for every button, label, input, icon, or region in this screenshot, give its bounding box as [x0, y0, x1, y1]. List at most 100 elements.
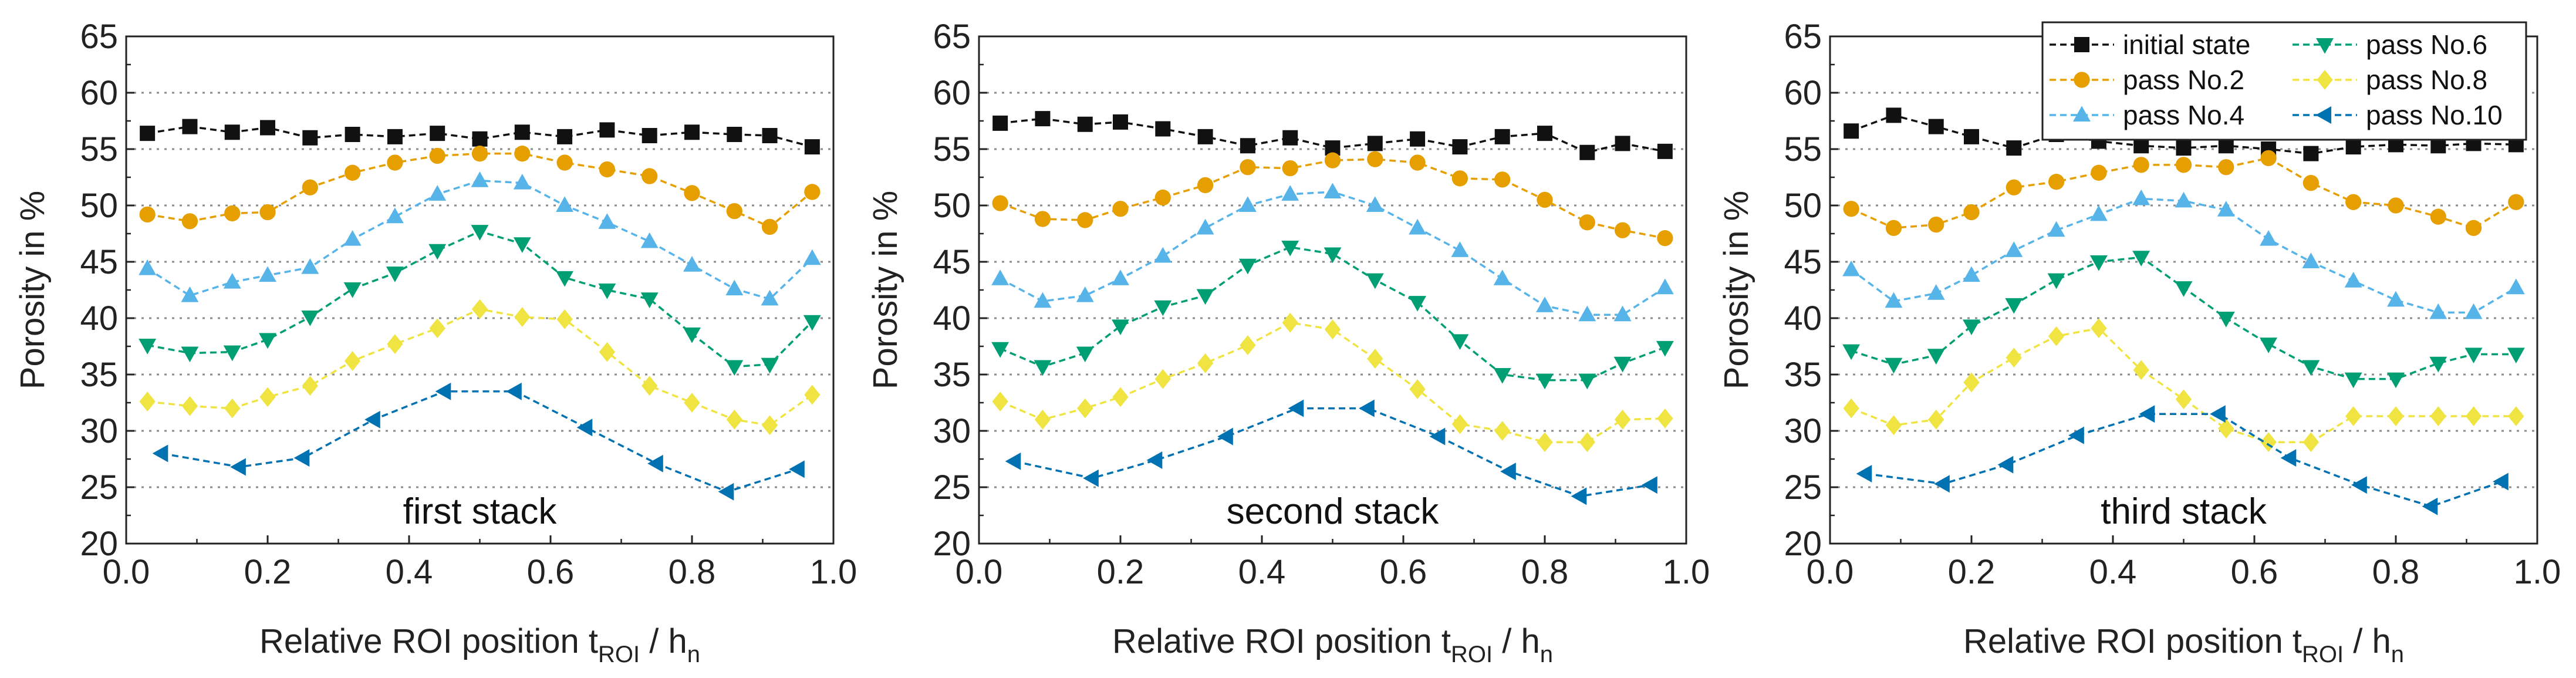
data-point	[1324, 319, 1341, 340]
data-point	[1034, 360, 1052, 376]
data-point	[2345, 406, 2362, 426]
data-point	[1963, 319, 1980, 336]
data-point	[684, 393, 700, 413]
legend-label: pass No.6	[2366, 29, 2487, 60]
data-point	[992, 115, 1008, 131]
data-point	[182, 119, 198, 134]
data-point	[181, 286, 199, 302]
data-point	[2176, 140, 2192, 156]
x-axis-label: Relative ROI position tROI / hn	[259, 622, 700, 667]
data-point	[1324, 247, 1342, 264]
data-point	[2430, 208, 2446, 225]
x-tick-label: 0.0	[1807, 553, 1854, 591]
data-point	[139, 392, 156, 411]
data-point	[471, 225, 489, 241]
data-point	[1842, 344, 1861, 360]
data-point	[506, 382, 522, 400]
legend-marker	[2315, 106, 2332, 124]
data-point	[2175, 281, 2193, 297]
y-tick-label: 30	[80, 412, 118, 450]
data-point	[1077, 212, 1093, 228]
data-point	[1451, 334, 1469, 350]
data-point	[344, 164, 361, 181]
data-point	[224, 124, 240, 140]
data-point	[2006, 140, 2022, 156]
data-point	[1325, 140, 1341, 156]
data-point	[1366, 196, 1384, 212]
data-point	[2133, 138, 2149, 154]
data-point	[435, 382, 451, 400]
y-tick-label: 30	[1784, 412, 1822, 450]
x-axis-label: Relative ROI position tROI / hn	[1963, 622, 2404, 667]
data-point	[1076, 346, 1094, 363]
data-point	[1657, 143, 1673, 159]
data-point	[2260, 338, 2278, 353]
plot-frame	[125, 35, 835, 545]
data-point	[1282, 160, 1298, 177]
data-point	[2280, 449, 2297, 467]
data-point	[1077, 398, 1093, 419]
x-tick-label: 0.8	[1521, 553, 1569, 591]
legend-entry-pass10: pass No.10	[2293, 100, 2503, 130]
data-point	[2175, 191, 2193, 208]
data-point	[2429, 356, 2447, 373]
data-point	[471, 146, 488, 162]
data-point	[1928, 119, 1944, 134]
y-tick-label: 40	[1784, 299, 1822, 338]
data-point	[1571, 487, 1587, 505]
data-point	[556, 154, 573, 171]
legend-entry-pass8: pass No.8	[2293, 65, 2487, 95]
data-point	[259, 333, 276, 349]
data-point	[2006, 179, 2022, 195]
data-point	[1112, 201, 1129, 217]
data-point	[2218, 419, 2234, 439]
data-point	[1154, 369, 1171, 389]
legend-marker	[2317, 70, 2333, 90]
data-point	[1578, 373, 1596, 390]
data-point	[2344, 272, 2362, 288]
data-point	[726, 203, 742, 220]
data-point	[428, 244, 447, 260]
data-point	[2005, 298, 2023, 314]
data-point	[1197, 353, 1214, 373]
y-tick-label: 55	[80, 130, 118, 168]
legend-marker	[2074, 72, 2090, 88]
data-point	[803, 249, 821, 265]
data-point	[1642, 476, 1657, 494]
data-point	[1154, 247, 1172, 263]
data-point	[1282, 130, 1298, 146]
data-point	[576, 419, 593, 437]
data-point	[1536, 296, 1554, 312]
data-point	[343, 282, 362, 298]
data-point	[1615, 136, 1630, 151]
data-point	[1885, 292, 1903, 308]
data-point	[2344, 372, 2362, 389]
data-point	[1844, 123, 1859, 139]
data-point	[804, 139, 820, 155]
series-pass6	[1842, 251, 2525, 389]
series-line	[1865, 413, 2503, 508]
data-point	[1963, 266, 1980, 282]
data-point	[301, 258, 319, 274]
y-axis-label: Porosity in %	[13, 191, 52, 389]
data-point	[684, 185, 700, 201]
y-tick-label: 25	[1784, 468, 1822, 507]
data-point	[429, 147, 445, 164]
data-point	[1452, 139, 1468, 155]
data-point	[1359, 399, 1375, 417]
data-point	[726, 409, 742, 430]
data-point	[514, 146, 531, 162]
data-point	[2047, 221, 2065, 237]
data-point	[513, 174, 531, 190]
data-point	[2388, 137, 2403, 153]
data-point	[789, 460, 805, 478]
data-point	[181, 346, 199, 363]
data-point	[181, 213, 198, 230]
data-point	[2302, 432, 2320, 453]
y-tick-label: 60	[933, 74, 971, 112]
data-point	[1500, 463, 1516, 481]
data-point	[2388, 406, 2404, 426]
y-tick-label: 20	[80, 525, 118, 563]
data-point	[2465, 406, 2482, 426]
data-point	[718, 483, 734, 501]
